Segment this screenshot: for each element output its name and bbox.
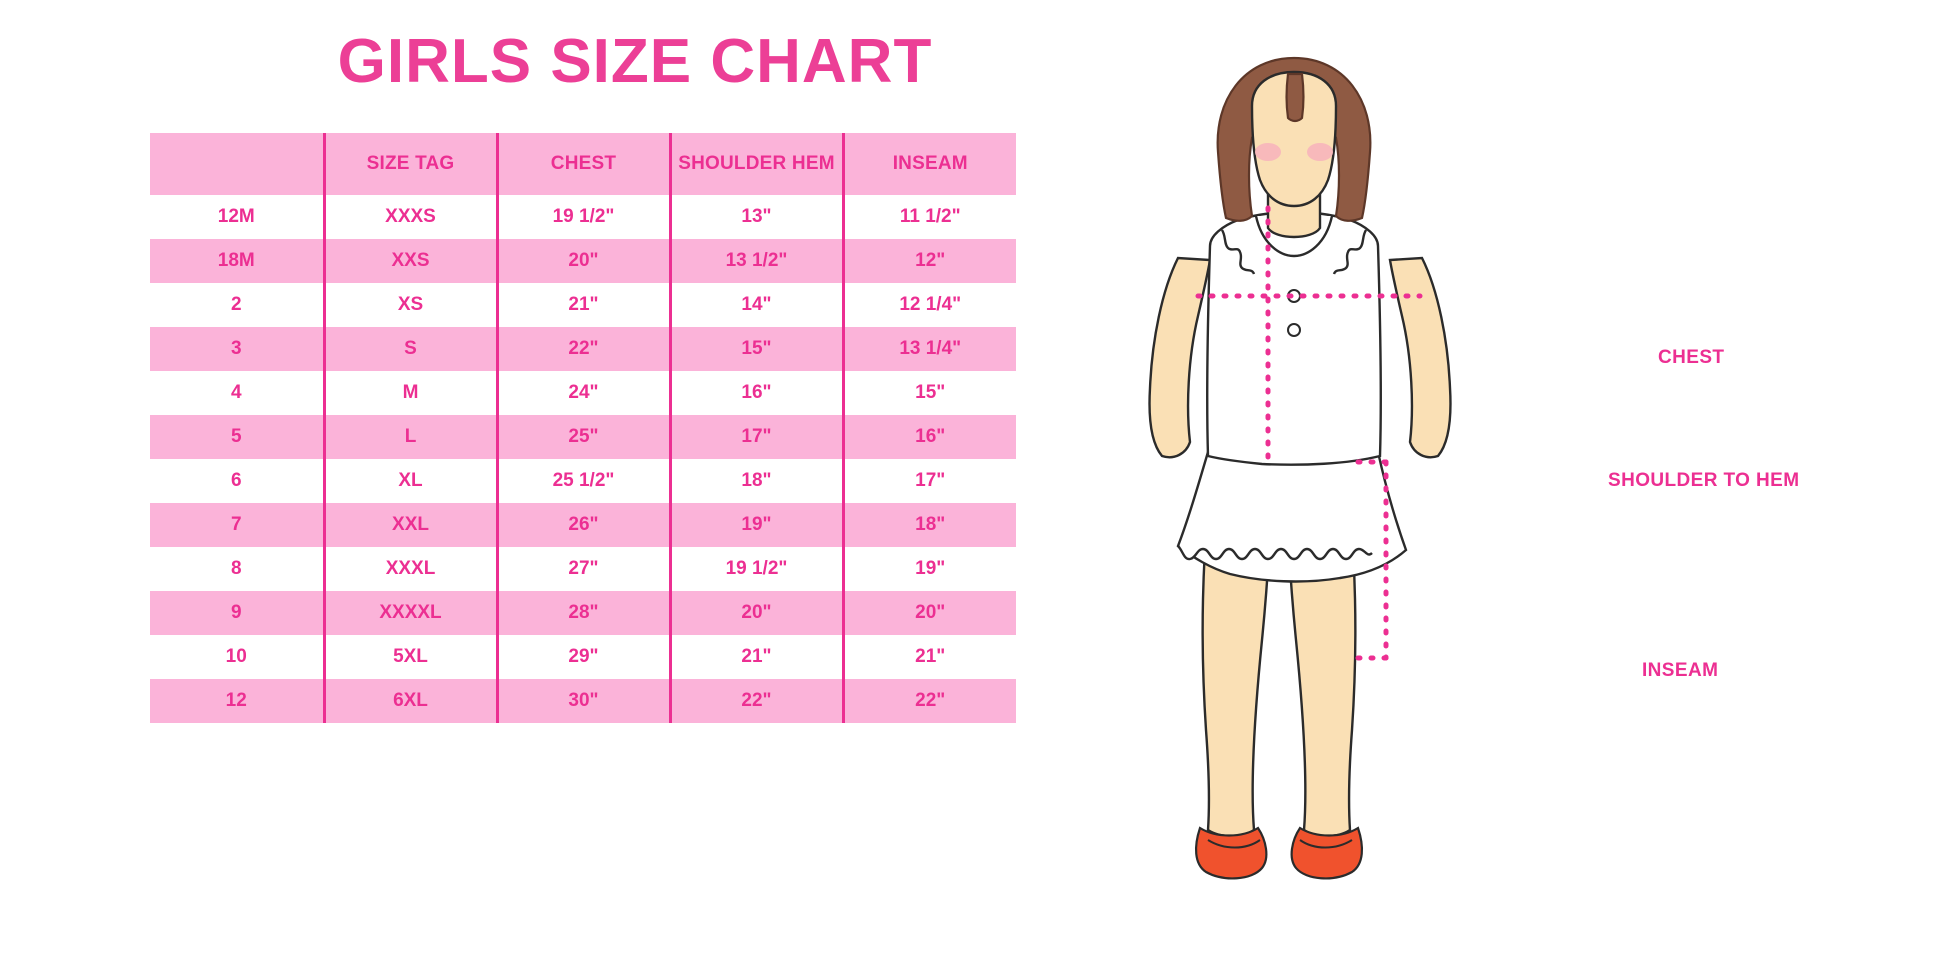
size-chart-table: SIZE TAG CHEST SHOULDER HEM INSEAM 12M X… bbox=[150, 133, 1016, 723]
header-row: SIZE TAG CHEST SHOULDER HEM INSEAM bbox=[150, 133, 1016, 195]
cell-chest: 28" bbox=[495, 591, 670, 635]
cell-shoulder-hem: 19 1/2" bbox=[668, 547, 843, 591]
cell-shoulder-hem: 21" bbox=[668, 635, 843, 679]
skirt bbox=[1176, 450, 1408, 583]
cell-chest: 20" bbox=[495, 239, 670, 283]
cell-size: 12M bbox=[150, 195, 324, 239]
measurement-guides bbox=[1195, 205, 1423, 661]
table-row: 2 XS 21" 14" 12 1/4" bbox=[150, 283, 1016, 327]
shoulder-to-hem-label: SHOULDER TO HEM bbox=[1608, 470, 1800, 491]
head bbox=[1216, 56, 1372, 222]
cell-size: 2 bbox=[150, 283, 324, 327]
table-row: 3 S 22" 15" 13 1/4" bbox=[150, 327, 1016, 371]
cell-size-tag: 5XL bbox=[322, 635, 497, 679]
cell-size: 9 bbox=[150, 591, 324, 635]
cell-chest: 29" bbox=[495, 635, 670, 679]
cell-size: 5 bbox=[150, 415, 324, 459]
table-row: 6 XL 25 1/2" 18" 17" bbox=[150, 459, 1016, 503]
shoes bbox=[1194, 826, 1364, 880]
cell-size-tag: XXXS bbox=[322, 195, 497, 239]
cell-shoulder-hem: 16" bbox=[668, 371, 843, 415]
cell-shoulder-hem: 22" bbox=[668, 679, 843, 723]
header-cell-size bbox=[150, 133, 324, 195]
arms bbox=[1148, 256, 1452, 459]
cell-size-tag: M bbox=[322, 371, 497, 415]
table-row: 4 M 24" 16" 15" bbox=[150, 371, 1016, 415]
header-cell-chest: CHEST bbox=[495, 133, 670, 195]
cell-size-tag: XXS bbox=[322, 239, 497, 283]
cell-chest: 30" bbox=[495, 679, 670, 723]
cell-size-tag: 6XL bbox=[322, 679, 497, 723]
cell-inseam: 15" bbox=[841, 371, 1016, 415]
cell-size: 10 bbox=[150, 635, 324, 679]
cell-size-tag: XL bbox=[322, 459, 497, 503]
cell-chest: 25 1/2" bbox=[495, 459, 670, 503]
cell-inseam: 20" bbox=[841, 591, 1016, 635]
cell-shoulder-hem: 13 1/2" bbox=[668, 239, 843, 283]
girl-figure-illustration: .skin { fill:#fae0b5; stroke:#2b2b2b; st… bbox=[1090, 40, 1510, 920]
table-body: 12M XXXS 19 1/2" 13" 11 1/2" 18M XXS 20"… bbox=[150, 195, 1016, 723]
cell-size-tag: S bbox=[322, 327, 497, 371]
cell-chest: 21" bbox=[495, 283, 670, 327]
cell-inseam: 18" bbox=[841, 503, 1016, 547]
cell-inseam: 22" bbox=[841, 679, 1016, 723]
table-header: SIZE TAG CHEST SHOULDER HEM INSEAM bbox=[150, 133, 1016, 195]
table-row: 12 6XL 30" 22" 22" bbox=[150, 679, 1016, 723]
cell-chest: 25" bbox=[495, 415, 670, 459]
table-row: 7 XXL 26" 19" 18" bbox=[150, 503, 1016, 547]
cell-chest: 22" bbox=[495, 327, 670, 371]
cell-size: 6 bbox=[150, 459, 324, 503]
cell-shoulder-hem: 18" bbox=[668, 459, 843, 503]
cell-size-tag: XS bbox=[322, 283, 497, 327]
cell-chest: 27" bbox=[495, 547, 670, 591]
cell-chest: 26" bbox=[495, 503, 670, 547]
cell-inseam: 17" bbox=[841, 459, 1016, 503]
page-title: GIRLS SIZE CHART bbox=[337, 27, 933, 96]
cell-shoulder-hem: 19" bbox=[668, 503, 843, 547]
cell-size: 4 bbox=[150, 371, 324, 415]
cell-shoulder-hem: 17" bbox=[668, 415, 843, 459]
cell-inseam: 19" bbox=[841, 547, 1016, 591]
cell-size: 7 bbox=[150, 503, 324, 547]
top bbox=[1205, 210, 1383, 466]
cell-inseam: 21" bbox=[841, 635, 1016, 679]
header-cell-shoulder-hem: SHOULDER HEM bbox=[668, 133, 843, 195]
cell-chest: 19 1/2" bbox=[495, 195, 670, 239]
table-row: 10 5XL 29" 21" 21" bbox=[150, 635, 1016, 679]
cell-shoulder-hem: 20" bbox=[668, 591, 843, 635]
inseam-label: INSEAM bbox=[1642, 660, 1719, 681]
cell-inseam: 16" bbox=[841, 415, 1016, 459]
table-row: 5 L 25" 17" 16" bbox=[150, 415, 1016, 459]
table-row: 9 XXXXL 28" 20" 20" bbox=[150, 591, 1016, 635]
cell-size: 18M bbox=[150, 239, 324, 283]
cell-size: 3 bbox=[150, 327, 324, 371]
cell-inseam: 12 1/4" bbox=[841, 283, 1016, 327]
table-row: 18M XXS 20" 13 1/2" 12" bbox=[150, 239, 1016, 283]
chest-label: CHEST bbox=[1658, 347, 1725, 368]
cell-size: 12 bbox=[150, 679, 324, 723]
cell-inseam: 12" bbox=[841, 239, 1016, 283]
cell-shoulder-hem: 15" bbox=[668, 327, 843, 371]
header-cell-size-tag: SIZE TAG bbox=[322, 133, 497, 195]
cell-shoulder-hem: 13" bbox=[668, 195, 843, 239]
cell-size-tag: XXXL bbox=[322, 547, 497, 591]
table-row: 8 XXXL 27" 19 1/2" 19" bbox=[150, 547, 1016, 591]
cell-size: 8 bbox=[150, 547, 324, 591]
cell-size-tag: XXL bbox=[322, 503, 497, 547]
cell-inseam: 13 1/4" bbox=[841, 327, 1016, 371]
cell-inseam: 11 1/2" bbox=[841, 195, 1016, 239]
header-cell-inseam: INSEAM bbox=[841, 133, 1016, 195]
cell-size-tag: L bbox=[322, 415, 497, 459]
cell-shoulder-hem: 14" bbox=[668, 283, 843, 327]
size-chart-table-wrapper: SIZE TAG CHEST SHOULDER HEM INSEAM 12M X… bbox=[150, 133, 1016, 723]
cell-chest: 24" bbox=[495, 371, 670, 415]
table-row: 12M XXXS 19 1/2" 13" 11 1/2" bbox=[150, 195, 1016, 239]
cell-size-tag: XXXXL bbox=[322, 591, 497, 635]
